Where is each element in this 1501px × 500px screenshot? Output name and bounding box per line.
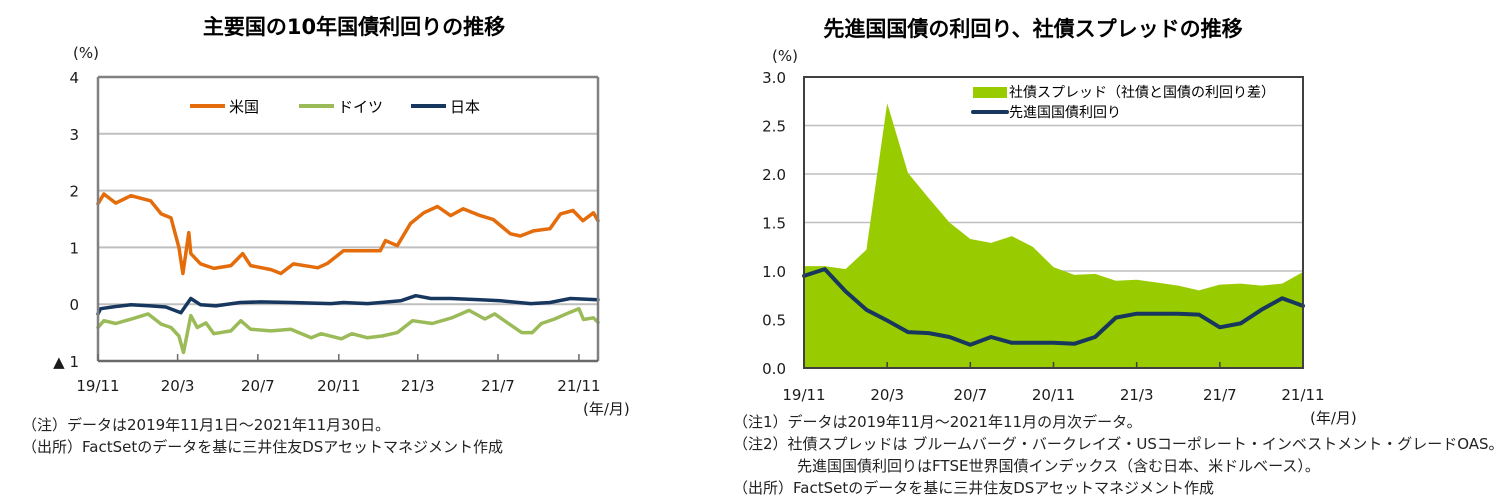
legend: 社債スプレッド（社債と国債の利回り差） 先進国国債利回り bbox=[971, 85, 1275, 121]
y-tick-label: 0.0 bbox=[762, 360, 786, 378]
note-data-period: （注）データは2019年11月1日～2021年11月30日。 bbox=[22, 416, 391, 434]
axis-labels: 4 3 2 1 0 ▲ 1 19/11 20/3 20/7 20/11 21/3 21/7 21/11 bbox=[53, 69, 600, 395]
y-tick-label: 4 bbox=[69, 69, 79, 87]
major-countries-10y-yield-chart: 主要国の10年国債利回りの推移 (%) (年/月) 4 3 2 1 0 ▲ 1 19/11 2… bbox=[53, 15, 630, 418]
note-data-period: （注1）データは2019年11月～2021年11月の月次データ。 bbox=[733, 413, 1142, 431]
y-axis-unit-label: (%) bbox=[772, 47, 798, 65]
note-spread-definition: （注2）社債スプレッドは ブルームバーグ・バークレイズ・USコーポレート・インベ… bbox=[733, 435, 1501, 453]
y-tick-label: 1.5 bbox=[762, 215, 786, 233]
note-source: （出所）FactSetのデータを基に三井住友DSアセットマネジメント作成 bbox=[733, 479, 1214, 497]
x-axis-unit-label: (年/月) bbox=[583, 400, 630, 418]
plot-frame bbox=[96, 75, 600, 363]
series-lines bbox=[96, 192, 600, 355]
x-tick-label: 20/11 bbox=[1032, 386, 1075, 404]
y-tick-label: ▲ 1 bbox=[53, 353, 79, 371]
x-axis-unit-label: (年/月) bbox=[1310, 409, 1357, 427]
left-chart-notes: （注）データは2019年11月1日～2021年11月30日。 （出所）FactS… bbox=[22, 414, 503, 458]
y-tick-label: 1.0 bbox=[762, 263, 786, 281]
x-tick-label: 19/11 bbox=[76, 377, 119, 395]
series-line-germany bbox=[96, 306, 600, 355]
chart-title: 先進国国債の利回り、社債スプレッドの推移 bbox=[823, 17, 1242, 41]
x-tick-label: 20/7 bbox=[953, 386, 987, 404]
legend-label-yield: 先進国国債利回り bbox=[1009, 105, 1121, 121]
y-tick-label: 1 bbox=[69, 239, 79, 257]
series-line-us bbox=[96, 192, 600, 276]
series-area-spread bbox=[804, 103, 1303, 368]
y-tick-label: 2 bbox=[69, 183, 79, 201]
y-tick-label: 0 bbox=[69, 296, 79, 314]
legend-label-germany: ドイツ bbox=[338, 98, 383, 116]
note-yield-definition: 先進国国債利回りはFTSE世界国債インデックス（含む日本、米ドルベース）。 bbox=[797, 457, 1320, 475]
y-tick-label: 3 bbox=[69, 126, 79, 144]
y-tick-label: 2.0 bbox=[762, 166, 786, 184]
x-tick-label: 19/11 bbox=[782, 386, 825, 404]
x-tick-label: 21/3 bbox=[401, 377, 435, 395]
legend: 米国 ドイツ 日本 bbox=[190, 98, 480, 116]
y-axis-unit-label: (%) bbox=[73, 44, 99, 62]
x-tick-label: 20/7 bbox=[241, 377, 275, 395]
right-chart-notes: （注1）データは2019年11月～2021年11月の月次データ。 （注2）社債ス… bbox=[733, 411, 1501, 499]
chart-title: 主要国の10年国債利回りの推移 bbox=[203, 15, 505, 39]
y-tick-label: 3.0 bbox=[762, 69, 786, 87]
legend-label-japan: 日本 bbox=[450, 98, 480, 116]
series-line-yield bbox=[802, 267, 1305, 347]
x-tick-label: 20/3 bbox=[161, 377, 195, 395]
x-tick-label: 21/11 bbox=[1281, 386, 1324, 404]
axis-labels: 3.0 2.5 2.0 1.5 1.0 0.5 0.0 19/11 20/3 20/7 20/11 2… bbox=[762, 69, 1324, 404]
series-marks bbox=[802, 103, 1305, 368]
series-line-japan bbox=[96, 293, 600, 316]
legend-swatch-spread bbox=[973, 87, 1007, 98]
x-tick-label: 21/7 bbox=[1203, 386, 1237, 404]
y-tick-label: 0.5 bbox=[762, 312, 786, 330]
plot-frame bbox=[803, 76, 1304, 369]
note-source: （出所）FactSetのデータを基に三井住友DSアセットマネジメント作成 bbox=[22, 438, 503, 456]
x-tick-label: 20/11 bbox=[317, 377, 360, 395]
x-tick-label: 21/11 bbox=[557, 377, 600, 395]
y-tick-label: 2.5 bbox=[762, 118, 786, 136]
dm-bond-yield-credit-spread-chart: 先進国国債の利回り、社債スプレッドの推移 (%) (年/月) 3.0 2.5 2.0… bbox=[762, 17, 1357, 427]
x-tick-label: 21/7 bbox=[481, 377, 515, 395]
legend-label-spread: 社債スプレッド（社債と国債の利回り差） bbox=[1009, 85, 1275, 101]
legend-label-us: 米国 bbox=[229, 98, 259, 116]
x-tick-label: 21/3 bbox=[1120, 386, 1154, 404]
x-tick-label: 20/3 bbox=[870, 386, 904, 404]
